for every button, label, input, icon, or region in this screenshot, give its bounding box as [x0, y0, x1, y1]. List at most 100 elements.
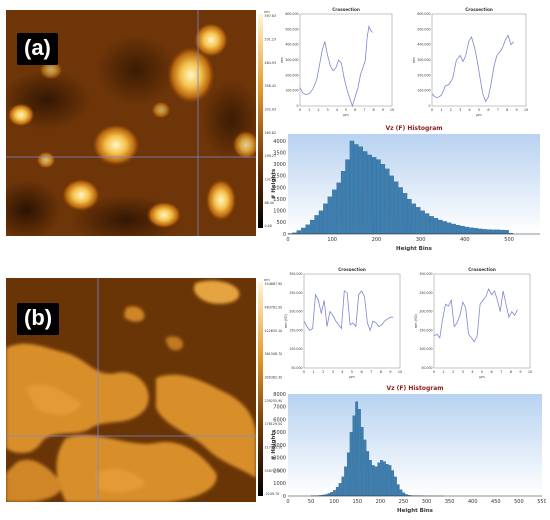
histogram-bar — [385, 464, 389, 497]
crossection-x-tick: 5 — [478, 108, 480, 112]
crossection-y-label: nm (YD) — [284, 313, 288, 328]
crossection-y-tick: 50.000 — [421, 366, 432, 370]
crossection-y-tick: 200.000 — [289, 310, 302, 314]
crossection-x-tick: 10 — [524, 108, 528, 112]
color-scale-tick-label: 464.93 — [265, 61, 277, 65]
crossection-y-tick: 0 — [296, 104, 298, 108]
histogram-y-tick: 7000 — [273, 405, 286, 411]
color-scale-tick-label: 300382.30 — [265, 376, 283, 380]
crossection-x-tick: 1 — [440, 108, 442, 112]
histogram-bar — [335, 486, 339, 497]
histogram-bar — [327, 196, 333, 235]
histogram-x-tick: 200 — [372, 237, 382, 243]
crossection-x-label: µm — [476, 113, 482, 117]
histogram-bar — [416, 207, 421, 235]
crossection-y-tick: 600.000 — [417, 12, 430, 16]
color-scale-tick-label: 332.03 — [265, 108, 277, 112]
histogram-x-tick: 100 — [329, 499, 339, 505]
histogram-bar — [460, 225, 465, 235]
histogram-title: Vz (F) Histogram — [386, 385, 443, 392]
crossection-x-tick: 10 — [528, 370, 532, 374]
crossection-x-tick: 2 — [452, 370, 454, 374]
histogram-bar — [338, 483, 342, 497]
histogram-bar — [352, 415, 356, 497]
histogram-bar — [391, 470, 395, 497]
histogram-y-tick: 1000 — [273, 481, 286, 487]
histogram-bar — [495, 229, 501, 235]
histogram-bar — [360, 427, 364, 497]
histogram-bar — [464, 226, 470, 235]
color-scale-tick-label: 265.62 — [265, 131, 277, 135]
histogram-bar — [341, 476, 345, 497]
histogram-y-tick: 1000 — [273, 209, 286, 215]
crossection-x-tick: 7 — [500, 370, 502, 374]
histogram-bar — [358, 409, 361, 497]
histogram-bar — [429, 216, 434, 235]
crossection-y-tick: 100.000 — [285, 89, 298, 93]
color-scale-a: nm 597.83 531.23 464.93 398.42 332.03 265.62 1… — [258, 10, 277, 228]
crossection-x-tick: 6 — [354, 108, 356, 112]
histogram-y-tick: 6000 — [273, 417, 286, 423]
crossection-b2: Crossection50.000100.000150.000200.00025… — [412, 264, 536, 384]
histogram-bar — [451, 223, 456, 235]
crossection-x-tick: 1 — [313, 370, 315, 374]
histogram-bar — [345, 159, 350, 235]
crossection-line — [303, 290, 394, 332]
histogram-bar — [377, 462, 381, 497]
crossection-b1: Crossection50.000100.000150.000200.00025… — [282, 264, 406, 384]
histogram-plot-area — [288, 394, 542, 496]
crossection-line — [299, 24, 373, 108]
histogram-y-tick: 2500 — [273, 174, 286, 180]
histogram-bar — [374, 466, 378, 497]
histogram-bar — [349, 140, 355, 235]
crossection-x-tick: 1 — [308, 108, 310, 112]
crossection-y-tick: 300.000 — [289, 272, 302, 276]
crossection-x-tick: 2 — [322, 370, 324, 374]
histogram-bar — [411, 203, 417, 235]
histogram-x-tick: 150 — [352, 499, 362, 505]
panel-label-b: (b) — [17, 303, 60, 335]
crossection-y-tick: 500.000 — [417, 27, 430, 31]
histogram-y-label: # Heights — [271, 429, 277, 460]
histogram-bar — [477, 228, 483, 235]
histogram-bar — [420, 210, 425, 235]
crossection-x-tick: 0 — [431, 108, 433, 112]
histogram-bar — [367, 154, 372, 235]
crossection-y-tick: 600.000 — [285, 12, 298, 16]
histogram-y-tick: 1500 — [273, 197, 286, 203]
crossection-x-tick: 2 — [317, 108, 319, 112]
histogram-bar — [393, 181, 399, 235]
histogram-x-tick: 450 — [491, 499, 501, 505]
crossection-x-tick: 8 — [506, 108, 508, 112]
histogram-y-tick: 2000 — [273, 185, 286, 191]
crossection-y-tick: 0 — [428, 104, 430, 108]
histogram-bar — [363, 151, 368, 235]
crossection-y-tick: 100.000 — [417, 89, 430, 93]
histogram-bar — [330, 492, 334, 497]
crossection-x-tick: 10 — [390, 108, 394, 112]
crossection-y-tick: 150.000 — [289, 328, 302, 332]
crossection-y-label: nm — [280, 57, 284, 63]
crossection-y-tick: 250.000 — [419, 291, 432, 295]
crossection-x-tick: 0 — [303, 370, 305, 374]
histogram-y-tick: 4000 — [273, 443, 286, 449]
histogram-bar — [385, 168, 390, 235]
crossection-x-tick: 5 — [351, 370, 353, 374]
histogram-bar — [402, 193, 408, 235]
crossection-x-tick: 9 — [389, 370, 391, 374]
crossection-x-tick: 9 — [519, 370, 521, 374]
crossection-title: Crossection — [332, 7, 360, 12]
color-scale-tick-label: 483761.50 — [265, 306, 283, 310]
histogram-bar — [376, 159, 381, 235]
histogram-bar — [327, 493, 331, 497]
color-scale-tick-label: 178129.50 — [265, 422, 283, 426]
color-scale-tick-label: 132.81 — [265, 178, 277, 182]
crossection-x-tick: 4 — [471, 370, 473, 374]
histogram-bar — [504, 230, 509, 235]
histogram-x-tick: 100 — [327, 237, 337, 243]
crossection-title: Crossection — [338, 267, 366, 272]
histogram-bar — [438, 219, 443, 235]
color-scale-tick-label: -5249.70 — [265, 492, 280, 496]
histogram-bar — [399, 489, 403, 497]
afm-film-regions — [6, 280, 256, 502]
